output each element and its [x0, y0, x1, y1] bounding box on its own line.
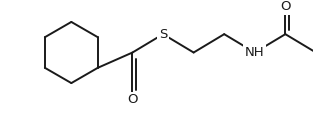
Text: S: S — [159, 28, 167, 41]
Text: NH: NH — [245, 46, 265, 59]
Text: O: O — [127, 93, 138, 106]
Text: O: O — [280, 0, 291, 13]
